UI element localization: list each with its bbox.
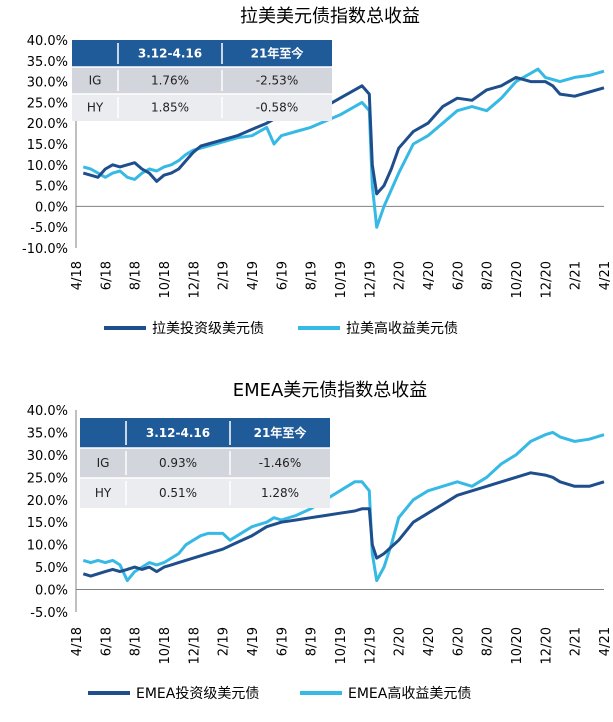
chart2-y-tick-label: 5.0% xyxy=(35,561,68,576)
chart2-table-row xyxy=(80,448,330,478)
chart1-x-tick-label: 2/20 xyxy=(393,261,408,290)
chart2-table-cell: -1.46% xyxy=(259,456,301,470)
chart2-title: EMEA美元债指数总收益 xyxy=(233,380,428,401)
chart2-table-header-row xyxy=(80,418,330,448)
chart1-table-header-row xyxy=(72,40,332,67)
chart2-y-tick-label: 10.0% xyxy=(27,539,68,554)
chart2-x-tick-label: 6/19 xyxy=(275,627,290,656)
chart2-x-tick-label: 12/20 xyxy=(539,627,554,664)
chart1-table-row xyxy=(72,94,332,121)
chart2-x-tick-label: 2/20 xyxy=(393,627,408,656)
chart1-x-tick-label: 6/20 xyxy=(451,261,466,290)
chart2-x-tick-label: 2/21 xyxy=(569,627,584,656)
chart2-x-tick-label: 8/20 xyxy=(481,627,496,656)
chart2-series-ig-line xyxy=(82,471,605,578)
chart1-x-tick-label: 10/18 xyxy=(158,261,173,298)
chart2-y-tick-label: 35.0% xyxy=(27,426,68,441)
chart1-table-cell: 21年至今 xyxy=(251,46,305,61)
chart2-table-row xyxy=(80,478,330,508)
chart1-table-cell: 1.85% xyxy=(151,101,189,115)
chart2-table-cell: 0.93% xyxy=(159,456,197,470)
chart2-table-cell: 21年至今 xyxy=(254,425,308,440)
chart1-x-tick-label: 12/20 xyxy=(539,261,554,298)
chart1-title: 拉美美元债指数总收益 xyxy=(240,6,420,27)
chart2-series-hy-line xyxy=(82,430,605,583)
chart2-legend-label: EMEA高收益美元债 xyxy=(348,685,471,702)
chart1-table-cell: -0.58% xyxy=(256,101,298,115)
chart1-y-tick-label: 10.0% xyxy=(27,159,68,174)
chart1-legend-label: 拉美高收益美元债 xyxy=(346,320,458,337)
chart2-x-tick-label: 4/21 xyxy=(598,627,613,656)
chart2-table-cell: 1.28% xyxy=(261,486,299,500)
chart1-x-tick-label: 6/18 xyxy=(99,261,114,290)
chart2-x-tick-label: 12/18 xyxy=(187,627,202,664)
chart2-y-tick-label: -5.0% xyxy=(30,606,68,621)
chart2-x-tick-label: 8/19 xyxy=(305,627,320,656)
chart2-x-tick-label: 4/19 xyxy=(246,627,261,656)
chart1-y-tick-label: 15.0% xyxy=(27,138,68,153)
chart1-y-tick-label: 20.0% xyxy=(27,117,68,132)
chart2-table-cell: IG xyxy=(97,456,110,470)
chart1-x-tick-label: 12/18 xyxy=(187,261,202,298)
chart2-x-tick-label: 10/18 xyxy=(158,627,173,664)
chart1-x-tick-label: 10/19 xyxy=(334,261,349,298)
chart1-y-tick-label: 5.0% xyxy=(35,180,68,195)
chart1-y-tick-label: 40.0% xyxy=(27,34,68,49)
chart1-y-tick-label: 25.0% xyxy=(27,96,68,111)
chart2-y-tick-label: 15.0% xyxy=(27,516,68,531)
chart2-y-tick-label: 25.0% xyxy=(27,471,68,486)
chart2-x-tick-label: 12/19 xyxy=(363,627,378,664)
chart1-x-tick-label: 4/21 xyxy=(598,261,613,290)
chart1-x-tick-label: 8/18 xyxy=(129,261,144,290)
chart2-x-tick-label: 6/18 xyxy=(99,627,114,656)
chart2-table-cell: HY xyxy=(95,486,112,500)
chart1-x-tick-label: 8/19 xyxy=(305,261,320,290)
chart2-x-tick-label: 2/19 xyxy=(217,627,232,656)
chart1-x-tick-label: 4/19 xyxy=(246,261,261,290)
chart1-x-tick-label: 2/19 xyxy=(217,261,232,290)
chart2-y-tick-label: 20.0% xyxy=(27,494,68,509)
chart1-x-tick-label: 10/20 xyxy=(510,261,525,298)
chart1-table-cell: -2.53% xyxy=(256,74,298,88)
chart2-x-tick-label: 10/19 xyxy=(334,627,349,664)
chart2-x-tick-label: 4/20 xyxy=(422,627,437,656)
chart1-y-tick-label: -5.0% xyxy=(30,221,68,236)
chart1-legend-label: 拉美投资级美元债 xyxy=(152,321,264,337)
chart2-table-cell: 3.12-4.16 xyxy=(146,426,210,440)
chart1-y-tick-label: -10.0% xyxy=(22,242,68,257)
chart2-x-tick-label: 6/20 xyxy=(451,627,466,656)
chart1-y-tick-label: 30.0% xyxy=(27,76,68,91)
chart2-y-tick-label: 0.0% xyxy=(35,584,68,599)
chart1-x-tick-label: 4/18 xyxy=(70,261,85,290)
chart1-table-cell: HY xyxy=(87,101,104,115)
chart1-y-tick-label: 0.0% xyxy=(35,200,68,215)
chart1-x-tick-label: 12/19 xyxy=(363,261,378,298)
chart1-x-tick-label: 4/20 xyxy=(422,261,437,290)
chart1-x-tick-label: 8/20 xyxy=(481,261,496,290)
chart1-table-row xyxy=(72,67,332,94)
chart2-x-tick-label: 8/18 xyxy=(129,627,144,656)
chart2-x-tick-label: 10/20 xyxy=(510,627,525,664)
chart1-table-cell: IG xyxy=(89,74,102,88)
chart2-table-cell: 0.51% xyxy=(159,486,197,500)
chart1-y-tick-label: 35.0% xyxy=(27,55,68,70)
chart2-x-tick-label: 4/18 xyxy=(70,627,85,656)
chart2-y-tick-label: 40.0% xyxy=(27,404,68,419)
chart2-legend-label: EMEA投资级美元债 xyxy=(136,686,259,702)
chart1-x-tick-label: 6/19 xyxy=(275,261,290,290)
chart2-y-tick-label: 30.0% xyxy=(27,449,68,464)
chart1-table-cell: 3.12-4.16 xyxy=(138,47,202,61)
chart1-table-cell: 1.76% xyxy=(151,74,189,88)
chart1-x-tick-label: 2/21 xyxy=(569,261,584,290)
